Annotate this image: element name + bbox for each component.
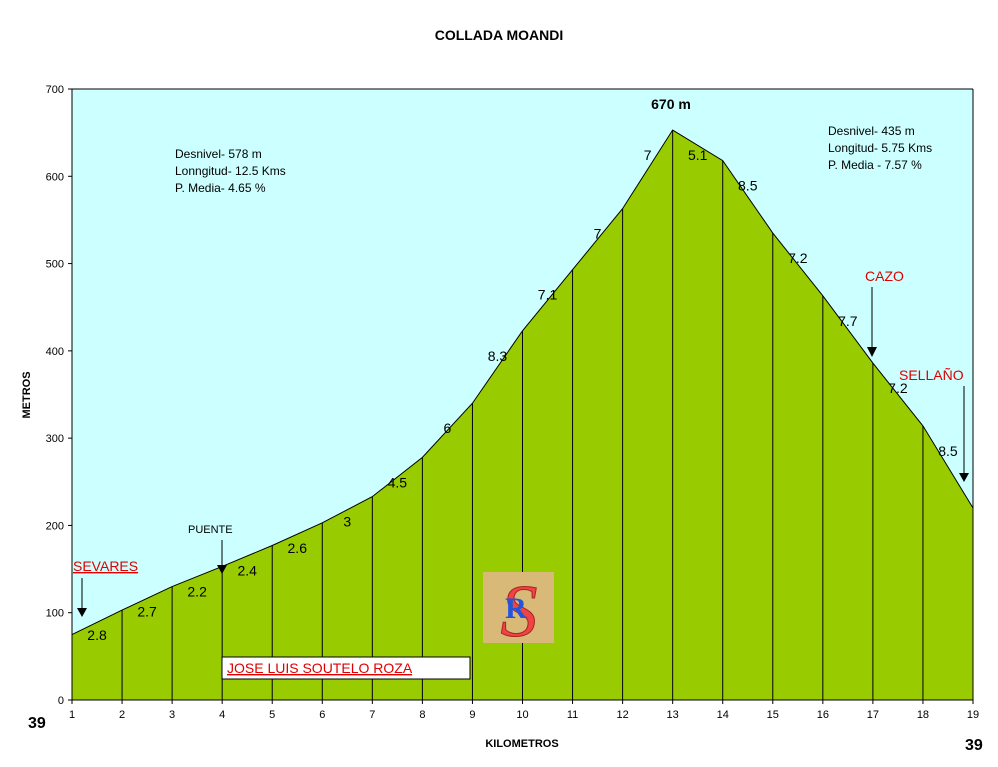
- place-sellano: SELLAÑO: [899, 367, 969, 482]
- chart-title: COLLADA MOANDI: [435, 27, 564, 43]
- segment-label-5: 2.6: [288, 540, 308, 556]
- logo-r-letter: R: [505, 592, 527, 625]
- x-tick-label-5: 5: [269, 709, 275, 721]
- x-tick-label-17: 17: [867, 709, 879, 721]
- x-tick-label-8: 8: [419, 709, 425, 721]
- y-tick-label-500: 500: [46, 259, 64, 271]
- x-tick-label-10: 10: [516, 709, 528, 721]
- x-tick-label-16: 16: [817, 709, 829, 721]
- segment-label-10: 7.1: [538, 287, 558, 303]
- x-tick-label-1: 1: [69, 709, 75, 721]
- logo-background: [483, 572, 554, 643]
- cazo-label: CAZO: [865, 268, 904, 284]
- puente-label: PUENTE: [188, 524, 233, 536]
- segment-label-13: 5.1: [688, 147, 708, 163]
- author-box-frame: [221, 656, 471, 680]
- x-tick-label-11: 11: [567, 709, 578, 721]
- x-tick-label-2: 2: [119, 709, 125, 721]
- sellano-label: SELLAÑO: [899, 367, 964, 383]
- right-stat-longitud: Longitud- 5.75 Kms: [828, 141, 932, 155]
- author-name: JOSE LUIS SOUTELO ROZA: [227, 660, 413, 676]
- segment-label-14: 8.5: [738, 178, 758, 194]
- corner-number-right: 39: [965, 737, 983, 754]
- segment-label-8: 6: [444, 420, 452, 436]
- segment-label-11: 7: [594, 226, 602, 242]
- y-axis-title: METROS: [21, 371, 33, 418]
- segment-label-7: 4.5: [388, 474, 408, 490]
- place-puente: PUENTE: [188, 524, 233, 574]
- author-box: JOSE LUIS SOUTELO ROZA: [221, 656, 471, 680]
- segment-label-18: 8.5: [938, 443, 958, 459]
- left-stats: Desnivel- 578 m Lonngitud- 12.5 Kms P. M…: [175, 147, 286, 195]
- segment-label-17: 7.2: [888, 380, 908, 396]
- right-stat-desnivel: Desnivel- 435 m: [828, 124, 915, 138]
- sellano-arrowhead: [959, 473, 969, 482]
- x-tick-label-13: 13: [667, 709, 679, 721]
- x-tick-label-14: 14: [717, 709, 729, 721]
- x-tick-label-12: 12: [616, 709, 628, 721]
- segment-label-16: 7.7: [838, 313, 858, 329]
- y-tick-label-300: 300: [46, 433, 64, 445]
- left-stat-longitud: Lonngitud- 12.5 Kms: [175, 164, 286, 178]
- segment-label-3: 2.2: [187, 583, 207, 599]
- place-sevares: SEVARES: [73, 558, 138, 617]
- y-tick-label-700: 700: [46, 84, 64, 96]
- x-tick-label-15: 15: [767, 709, 779, 721]
- y-tick-label-200: 200: [46, 520, 64, 532]
- right-stats: Desnivel- 435 m Longitud- 5.75 Kms P. Me…: [828, 124, 932, 172]
- logo-s-letter: S: [501, 571, 538, 653]
- y-tick-label-0: 0: [58, 695, 64, 707]
- x-tick-label-3: 3: [169, 709, 175, 721]
- x-tick-label-6: 6: [319, 709, 325, 721]
- puente-arrowhead: [217, 565, 227, 574]
- corner-number-left: 39: [28, 715, 46, 732]
- segment-label-9: 8.3: [488, 348, 508, 364]
- segment-label-12: 7: [644, 147, 652, 163]
- segment-label-1: 2.8: [87, 627, 107, 643]
- x-axis-title: KILOMETROS: [485, 738, 558, 750]
- x-tick-label-7: 7: [369, 709, 375, 721]
- x-tick-label-19: 19: [967, 709, 979, 721]
- segment-label-6: 3: [343, 514, 351, 530]
- left-stat-pendiente: P. Media- 4.65 %: [175, 181, 266, 195]
- logo-sr: S R: [483, 571, 554, 654]
- segment-label-15: 7.2: [788, 250, 808, 266]
- x-tick-label-18: 18: [917, 709, 929, 721]
- y-tick-label-400: 400: [46, 346, 64, 358]
- sevares-label: SEVARES: [73, 558, 138, 574]
- segment-label-4: 2.4: [237, 563, 257, 579]
- peak-label: 670 m: [651, 96, 691, 112]
- elevation-area: [71, 129, 974, 701]
- cazo-arrowhead: [867, 347, 877, 357]
- sevares-arrowhead: [77, 608, 87, 617]
- x-tick-label-4: 4: [219, 709, 225, 721]
- y-tick-label-100: 100: [46, 608, 64, 620]
- segment-labels: 2.8 2.7 2.2 2.4 2.6 3 4.5 6 8.3 7.1 7 7 5.1 8.5 7.2 7.7…: [87, 147, 958, 643]
- x-tick-label-9: 9: [469, 709, 475, 721]
- left-stat-desnivel: Desnivel- 578 m: [175, 147, 262, 161]
- place-cazo: CAZO: [865, 268, 904, 357]
- y-tick-label-600: 600: [46, 171, 64, 183]
- segment-label-2: 2.7: [137, 604, 157, 620]
- right-stat-pendiente: P. Media - 7.57 %: [828, 158, 922, 172]
